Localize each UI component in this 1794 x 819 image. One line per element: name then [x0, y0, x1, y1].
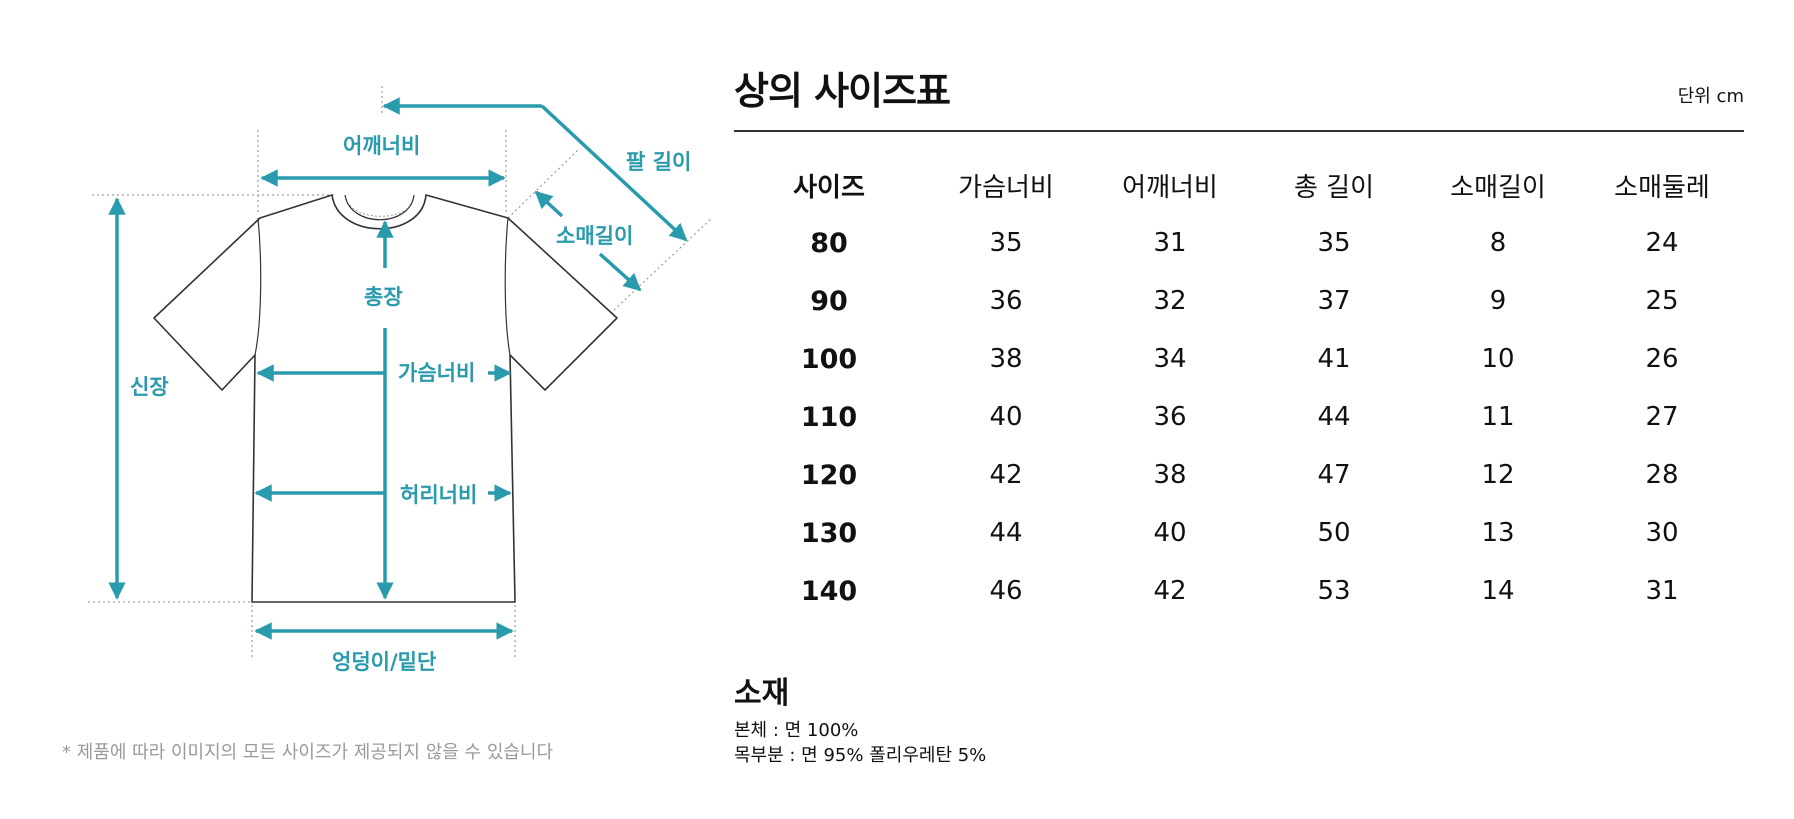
size-cell: 140: [800, 575, 858, 607]
size-disclaimer-note: * 제품에 따라 이미지의 모든 사이즈가 제공되지 않을 수 있습니다: [62, 742, 554, 763]
header-sleeve-length: 소매길이: [1450, 172, 1546, 203]
table-cell: 35: [989, 228, 1023, 258]
table-cell: 11: [1481, 402, 1515, 432]
table-cell: 40: [989, 402, 1023, 432]
table-row: 100 38 34 41 10 26: [734, 330, 1744, 388]
table-cell: 31: [1645, 576, 1679, 606]
material-line-body: 본체 : 면 100%: [734, 720, 859, 741]
header-size: 사이즈: [793, 172, 865, 203]
table-cell: 42: [1153, 576, 1187, 606]
measurement-arrows: [108, 97, 688, 640]
table-cell: 53: [1317, 576, 1351, 606]
size-cell: 100: [800, 343, 858, 375]
total-length-label: 총장: [364, 285, 403, 309]
table-cell: 32: [1153, 286, 1187, 316]
unit-label: 단위 cm: [1677, 86, 1744, 107]
table-cell: 26: [1645, 344, 1679, 374]
table-row: 110 40 36 44 11 27: [734, 388, 1744, 446]
table-cell: 30: [1645, 518, 1679, 548]
table-cell: 36: [1153, 402, 1187, 432]
table-cell: 41: [1317, 344, 1351, 374]
size-chart-panel: 상의 사이즈표 단위 cm 사이즈 가슴너비 어깨너비 총 길이 소매길이 소매…: [734, 0, 1744, 815]
table-row: 130 44 40 50 13 30: [734, 504, 1744, 562]
size-cell: 80: [810, 227, 848, 259]
header-shoulder: 어깨너비: [1122, 172, 1218, 203]
table-row: 80 35 31 35 8 24: [734, 214, 1744, 272]
size-cell: 110: [800, 401, 858, 433]
table-cell: 38: [1153, 460, 1187, 490]
table-row: 140 46 42 53 14 31: [734, 562, 1744, 620]
table-cell: 44: [989, 518, 1023, 548]
title-divider: [734, 130, 1744, 132]
table-cell: 37: [1317, 286, 1351, 316]
table-cell: 35: [1317, 228, 1351, 258]
table-row: 120 42 38 47 12 28: [734, 446, 1744, 504]
size-cell: 120: [800, 459, 858, 491]
table-cell: 9: [1489, 286, 1507, 316]
hem-width-label: 엉덩이/밑단: [332, 650, 437, 674]
chest-width-label: 가슴너비: [398, 361, 476, 385]
table-cell: 36: [989, 286, 1023, 316]
guide-lines: [88, 86, 713, 660]
sleeve-length-label: 소매길이: [556, 224, 634, 248]
table-cell: 10: [1481, 344, 1515, 374]
table-cell: 38: [989, 344, 1023, 374]
size-cell: 130: [800, 517, 858, 549]
header-chest: 가슴너비: [958, 172, 1054, 203]
table-cell: 34: [1153, 344, 1187, 374]
table-cell: 13: [1481, 518, 1515, 548]
shoulder-width-label: 어깨너비: [343, 134, 421, 158]
tshirt-illustration: [88, 86, 713, 660]
size-cell: 90: [810, 285, 848, 317]
table-cell: 12: [1481, 460, 1515, 490]
table-cell: 42: [989, 460, 1023, 490]
arm-length-label: 팔 길이: [626, 150, 692, 174]
height-label: 신장: [130, 375, 169, 399]
material-line-neck: 목부분 : 면 95% 폴리우레탄 5%: [734, 745, 987, 766]
material-title: 소재: [734, 676, 790, 711]
table-cell: 46: [989, 576, 1023, 606]
size-table: 사이즈 가슴너비 어깨너비 총 길이 소매길이 소매둘레 80 35 31 35…: [734, 156, 1744, 620]
table-cell: 27: [1645, 402, 1679, 432]
size-chart-title: 상의 사이즈표: [734, 69, 951, 113]
table-cell: 24: [1645, 228, 1679, 258]
header-sleeve-circumference: 소매둘레: [1614, 172, 1710, 203]
header-total-length: 총 길이: [1293, 172, 1375, 203]
table-cell: 8: [1489, 228, 1507, 258]
table-cell: 25: [1645, 286, 1679, 316]
table-cell: 14: [1481, 576, 1515, 606]
table-cell: 44: [1317, 402, 1351, 432]
table-cell: 31: [1153, 228, 1187, 258]
table-cell: 40: [1153, 518, 1187, 548]
table-cell: 28: [1645, 460, 1679, 490]
waist-width-label: 허리너비: [400, 483, 478, 507]
table-row: 90 36 32 37 9 25: [734, 272, 1744, 330]
table-cell: 47: [1317, 460, 1351, 490]
tshirt-measurement-diagram: 어깨너비 팔 길이 소매길이 총장 신장 가슴너비 허리너비 엉덩이/밑단 * …: [0, 0, 740, 815]
table-header-row: 사이즈 가슴너비 어깨너비 총 길이 소매길이 소매둘레: [734, 156, 1744, 214]
table-cell: 50: [1317, 518, 1351, 548]
